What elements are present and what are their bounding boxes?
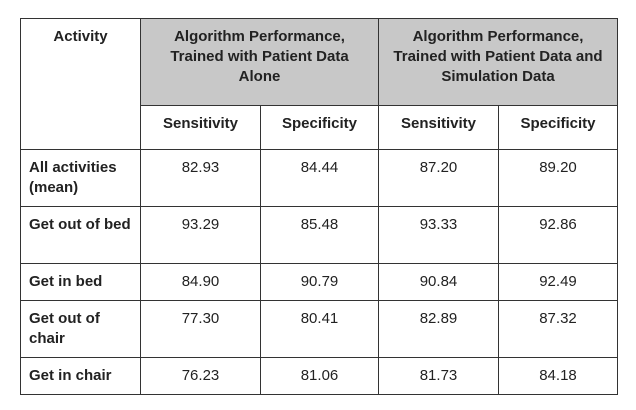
- value-cell: 84.18: [498, 357, 618, 395]
- value-cell: 92.86: [498, 206, 618, 264]
- value-cell: 84.90: [140, 263, 261, 301]
- activity-label: Get out of chair: [20, 300, 141, 358]
- value-cell: 77.30: [140, 300, 261, 358]
- value-cell: 81.06: [260, 357, 379, 395]
- group-header: Algorithm Performance, Trained with Pati…: [378, 18, 618, 106]
- table-row: Get in chair 76.23 81.06 81.73 84.18: [20, 357, 618, 395]
- activity-label: Get out of bed: [20, 206, 141, 264]
- value-cell: 93.33: [378, 206, 499, 264]
- activity-label: Get in chair: [20, 357, 141, 395]
- value-cell: 82.93: [140, 149, 261, 207]
- value-cell: 87.32: [498, 300, 618, 358]
- value-cell: 82.89: [378, 300, 499, 358]
- value-cell: 81.73: [378, 357, 499, 395]
- activity-label: All activities (mean): [20, 149, 141, 207]
- subheader: Sensitivity: [378, 105, 499, 150]
- value-cell: 87.20: [378, 149, 499, 207]
- subheader: Sensitivity: [140, 105, 261, 150]
- table-row: Get out of chair 77.30 80.41 82.89 87.32: [20, 300, 618, 358]
- table-row: Get in bed 84.90 90.79 90.84 92.49: [20, 263, 618, 301]
- activity-label: Get in bed: [20, 263, 141, 301]
- group-header: Algorithm Performance, Trained with Pati…: [140, 18, 379, 106]
- subheader: Specificity: [260, 105, 379, 150]
- value-cell: 84.44: [260, 149, 379, 207]
- value-cell: 85.48: [260, 206, 379, 264]
- table-row: Get out of bed 93.29 85.48 93.33 92.86: [20, 206, 618, 264]
- value-cell: 90.79: [260, 263, 379, 301]
- value-cell: 80.41: [260, 300, 379, 358]
- value-cell: 89.20: [498, 149, 618, 207]
- activity-header: Activity: [20, 18, 141, 150]
- value-cell: 76.23: [140, 357, 261, 395]
- results-table: Activity Algorithm Performance, Trained …: [20, 18, 618, 395]
- value-cell: 93.29: [140, 206, 261, 264]
- table-row: All activities (mean) 82.93 84.44 87.20 89.2…: [20, 149, 618, 207]
- subheader: Specificity: [498, 105, 618, 150]
- value-cell: 90.84: [378, 263, 499, 301]
- value-cell: 92.49: [498, 263, 618, 301]
